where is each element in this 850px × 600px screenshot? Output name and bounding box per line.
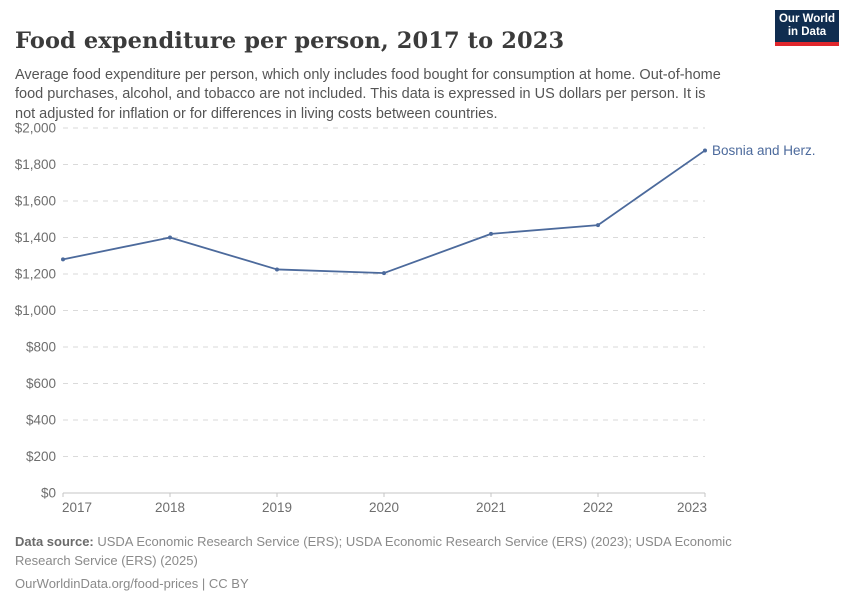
y-tick-label: $1,000 [15,303,56,318]
data-point[interactable] [382,271,386,276]
x-tick-label: 2018 [155,500,185,515]
owid-logo-line2: in Data [787,26,827,38]
data-point[interactable] [489,231,493,236]
x-tick-label: 2023 [677,500,707,515]
y-tick-label: $600 [26,376,56,391]
data-source-text: USDA Economic Research Service (ERS); US… [15,534,732,568]
x-tick-label: 2022 [583,500,613,515]
chart-subtitle: Average food expenditure per person, whi… [15,66,721,122]
y-tick-label: $2,000 [15,121,56,136]
y-tick-label: $0 [41,486,56,501]
y-tick-label: $400 [26,413,56,428]
y-tick-label: $1,200 [15,267,56,282]
owid-logo-line1: Our World [778,12,835,25]
y-tick-label: $1,800 [15,157,56,172]
data-line[interactable] [62,149,706,274]
x-tick-label: 2019 [262,500,292,515]
data-point[interactable] [275,267,279,272]
y-tick-label: $1,600 [15,194,56,209]
data-point[interactable] [61,257,65,262]
x-tick-label: 2021 [476,500,506,515]
series-end-label[interactable]: Bosnia and Herz. [712,143,816,158]
owid-logo[interactable]: Our World in Data [775,10,839,46]
license-line: OurWorldinData.org/food-prices | CC BY [15,576,249,591]
chart-footer: Data source: USDA Economic Research Serv… [15,533,760,594]
x-tick-label: 2020 [369,500,399,515]
data-point[interactable] [168,235,172,240]
line-chart[interactable]: $0 $200 $400 $600 $800 $1,000 $1,200 $1,400 $1,6… [0,118,850,528]
x-tick-label: 2017 [62,500,92,515]
data-source-label: Data source: [15,534,94,549]
y-tick-label: $200 [26,449,56,464]
data-point[interactable] [596,223,600,228]
y-tick-label: $800 [26,340,56,355]
data-source-line: Data source: USDA Economic Research Serv… [15,533,760,570]
data-point[interactable] [703,148,707,153]
page-title: Food expenditure per person, 2017 to 202… [15,28,565,55]
y-tick-label: $1,400 [15,230,56,245]
